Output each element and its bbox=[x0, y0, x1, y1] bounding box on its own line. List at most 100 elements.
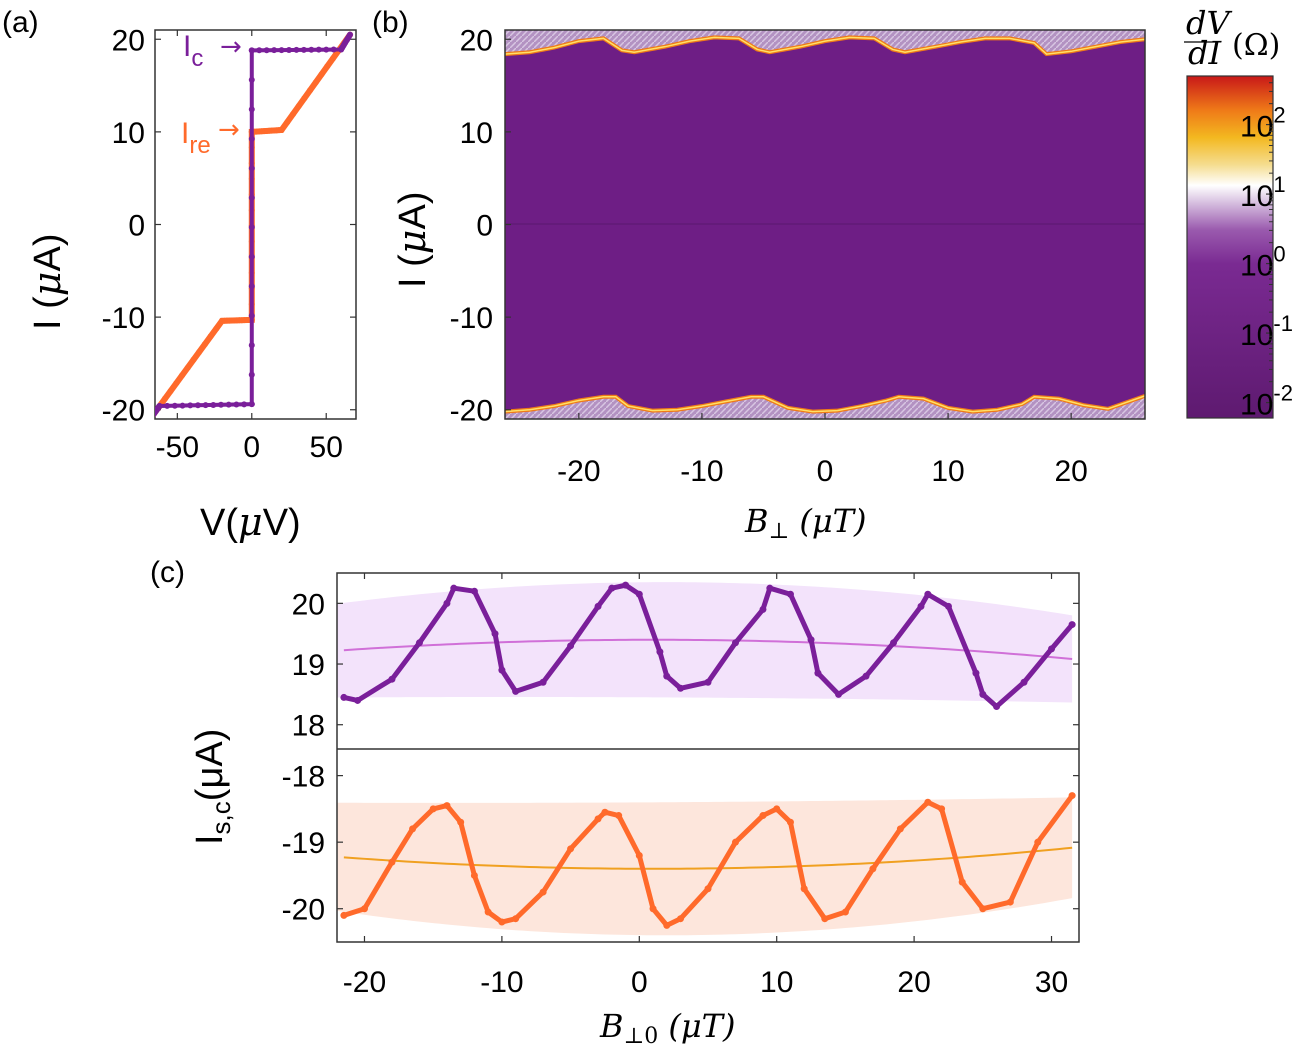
panel-c-xlabel: B⊥0 (μT) bbox=[599, 1007, 735, 1049]
panel-a-marker-purple bbox=[210, 401, 217, 408]
panel-c-fit-line-negative bbox=[343, 846, 1073, 870]
panel-a-marker-purple bbox=[248, 342, 255, 349]
panel-a-marker-orange bbox=[284, 119, 291, 126]
panel-c-data-point-positive bbox=[924, 590, 932, 598]
panel-a-marker-purple bbox=[233, 401, 240, 408]
panel-a-marker-purple bbox=[194, 402, 201, 409]
panel-c-data-point-negative bbox=[800, 885, 808, 893]
colorbar-tick-exponent: 2 bbox=[1273, 103, 1285, 128]
panel-a-marker-orange bbox=[184, 364, 191, 371]
panel-c-data-point-negative bbox=[457, 818, 465, 826]
panel-c-data-point-negative bbox=[869, 865, 877, 873]
panel-c-data-point-negative bbox=[958, 878, 966, 886]
panel-a-frame bbox=[154, 29, 357, 420]
panel-a-marker-purple bbox=[248, 312, 255, 319]
panel-b-xtick-label: 10 bbox=[931, 455, 964, 488]
panel-c-data-point-negative bbox=[470, 871, 478, 879]
panel-a-marker-purple bbox=[218, 401, 225, 408]
panel-c-data-point-positive bbox=[890, 639, 897, 647]
panel-b-xlabel: B⊥ (μT) bbox=[744, 502, 867, 544]
panel-c-data-point-positive bbox=[491, 630, 499, 638]
colorbar-label-denominator: dI bbox=[1188, 34, 1222, 72]
panel-b-ytick-label: -20 bbox=[450, 395, 493, 428]
panel-a-marker-purple bbox=[171, 402, 178, 409]
colorbar-tick-label: 102 bbox=[1240, 103, 1286, 144]
panel-a-marker-orange bbox=[161, 395, 168, 402]
panel-a-marker-orange bbox=[289, 111, 296, 118]
colorbar-tick-exponent: -2 bbox=[1273, 381, 1293, 406]
panel-c-data-point-negative bbox=[484, 908, 492, 916]
panel-a-marker-orange bbox=[329, 55, 336, 62]
panel-c-data-point-negative bbox=[841, 908, 849, 916]
panel-a-marker-purple bbox=[271, 47, 278, 54]
panel-a-marker-orange bbox=[167, 387, 174, 394]
panel-a-marker-purple bbox=[315, 46, 322, 53]
panel-a-marker-purple bbox=[248, 135, 255, 142]
panel-c-data-point-positive bbox=[786, 590, 794, 598]
panel-c-data-point-negative bbox=[979, 905, 987, 913]
panel-c-data-point-positive bbox=[677, 684, 685, 692]
panel-c-data-point-negative bbox=[704, 885, 712, 893]
panel-c-data-point-negative bbox=[429, 805, 437, 813]
panel-c-data-point-negative bbox=[388, 858, 396, 866]
heatmap-normal-region-lower bbox=[505, 395, 1145, 419]
panel-c-data-point-negative bbox=[759, 812, 767, 820]
panel-c-data-point-positive bbox=[835, 690, 843, 698]
panel-c-data-point-negative bbox=[677, 915, 685, 923]
panel-b-xtick-label: 20 bbox=[1054, 455, 1087, 488]
panel-a-marker-purple bbox=[256, 47, 263, 54]
panel-a-marker-purple bbox=[248, 106, 255, 113]
colorbar-tick-base: 10 bbox=[1240, 180, 1273, 213]
panel-c-data-point-negative bbox=[601, 808, 609, 816]
panel-c-ylabel: Is,c(μA) bbox=[189, 729, 236, 845]
panel-c-data-point-negative bbox=[635, 851, 643, 859]
panel-a-annotation-re: Ire bbox=[181, 117, 211, 159]
panel-a-marker-purple bbox=[278, 47, 285, 54]
colorbar-unit: (Ω) bbox=[1232, 28, 1280, 63]
panel-a-marker-purple bbox=[202, 402, 209, 409]
annotation-base: I bbox=[183, 30, 191, 63]
panel-a-marker-purple bbox=[248, 47, 255, 54]
panel-a-marker-orange bbox=[301, 95, 308, 102]
annotation-base: I bbox=[181, 117, 189, 150]
panel-c-data-point-positive bbox=[539, 678, 547, 686]
panel-a-marker-purple bbox=[248, 371, 255, 378]
panel-c-data-point-positive bbox=[354, 696, 362, 704]
colorbar-label-numerator: dV bbox=[1186, 4, 1232, 42]
panel-b-ytick-label: 20 bbox=[460, 24, 493, 57]
panel-a-marker-purple bbox=[248, 283, 255, 290]
panel-c-data-point-positive bbox=[608, 584, 616, 592]
panel-b-ytick-label: -10 bbox=[450, 302, 493, 335]
panel-c-data-point-negative bbox=[567, 845, 575, 853]
panel-a-marker-purple bbox=[347, 31, 354, 38]
panel-c-data-point-positive bbox=[622, 581, 630, 589]
panel-c-ytick-label: 18 bbox=[292, 710, 325, 743]
panel-a-marker-orange bbox=[318, 71, 325, 78]
panel-a-xtick-label: 50 bbox=[310, 431, 343, 464]
panel-b-ytick-label: 10 bbox=[460, 117, 493, 150]
panel-c-data-point-negative bbox=[360, 905, 368, 913]
panel-c-data-point-positive bbox=[567, 642, 575, 650]
panel-c-data-point-negative bbox=[821, 915, 829, 923]
panel-c-data-point-positive bbox=[979, 690, 987, 698]
panel-c-data-point-positive bbox=[388, 675, 396, 683]
panel-c-data-point-positive bbox=[340, 693, 348, 701]
heatmap-boundary-highlight-upper bbox=[505, 36, 1145, 55]
panel-a-marker-purple bbox=[286, 46, 292, 53]
panel-c-data-point-negative bbox=[340, 911, 348, 919]
panel-c-data-point-negative bbox=[615, 812, 623, 820]
panel-a-marker-orange bbox=[324, 63, 331, 70]
panel-c-confidence-band-positive bbox=[337, 582, 1073, 703]
panel-a-marker-orange bbox=[190, 356, 197, 363]
panel-c-data-point-negative bbox=[924, 798, 932, 806]
panel-c-data-point-negative bbox=[409, 825, 417, 833]
panel-c-fit-line-positive bbox=[343, 638, 1073, 660]
panel-b-xtick-label: 0 bbox=[817, 455, 834, 488]
colorbar-tick-exponent: 0 bbox=[1273, 242, 1285, 267]
panel-a-marker-purple bbox=[248, 253, 255, 260]
panel-a-marker-purple bbox=[248, 76, 255, 83]
panel-c-data-point-negative bbox=[539, 888, 547, 896]
heatmap-boundary-highlight-lower bbox=[505, 395, 1145, 413]
